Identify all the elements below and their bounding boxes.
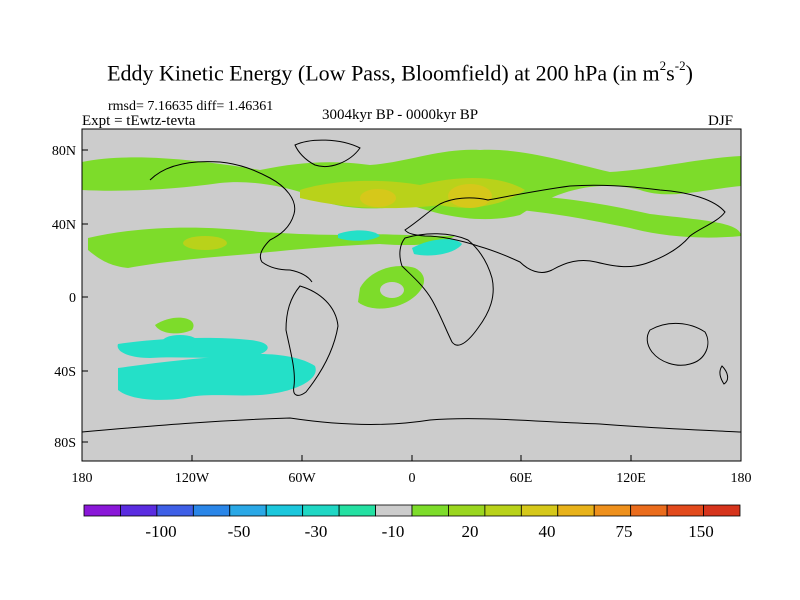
colorbar-cell <box>448 504 486 517</box>
lat-axis: 80N 40N 0 40S 80S <box>52 144 88 451</box>
colorbar-cell <box>265 504 304 517</box>
colorbar-label: 75 <box>616 522 633 541</box>
coastlines <box>81 139 742 433</box>
colorbar <box>83 504 741 517</box>
colorbar-cell <box>630 504 668 517</box>
pacific-yellow-patch <box>183 236 227 250</box>
eurasia-coast <box>404 184 726 273</box>
colorbar-cell <box>302 504 340 517</box>
period-label: 3004kyr BP - 0000kyr BP <box>322 107 479 123</box>
colorbar-label: -50 <box>228 522 251 541</box>
lon-tick-label: 120W <box>175 471 210 486</box>
lon-axis: 180 120W 60W 0 60E 120E 180 <box>72 455 752 486</box>
lon-tick-label: 180 <box>731 471 752 486</box>
colorbar-cell <box>156 504 194 517</box>
colorbar-labels: -100 -50 -30 -10 20 40 75 150 <box>145 522 713 541</box>
colorbar-cell <box>703 504 741 517</box>
experiment-label: Expt = tEwtz-tevta <box>82 113 196 129</box>
colorbar-label: -100 <box>145 522 176 541</box>
lat-tick-label: 80N <box>52 144 76 159</box>
colorbar-cell <box>411 504 449 517</box>
colorbar-cell <box>192 504 231 517</box>
season-label: DJF <box>708 113 734 129</box>
lat-tick-label: 0 <box>69 291 76 306</box>
anomaly-shading <box>82 149 741 400</box>
antarctica-coast <box>81 417 742 433</box>
colorbar-cell <box>229 504 267 517</box>
south-pacific-negative-band <box>117 337 268 358</box>
lon-tick-label: 180 <box>72 471 93 486</box>
south-pacific-positive <box>155 317 194 334</box>
north-africa-negative-patch <box>412 239 462 256</box>
colorbar-cell <box>484 504 522 517</box>
lon-tick-label: 60W <box>288 471 316 486</box>
colorbar-cell <box>83 504 121 517</box>
new-zealand-coast <box>719 365 729 385</box>
atlantic-max-patch <box>360 189 396 207</box>
south-america-coast <box>285 285 339 396</box>
greenland-coast <box>294 139 361 167</box>
plot-title: Eddy Kinetic Energy (Low Pass, Bloomfiel… <box>107 58 693 86</box>
colorbar-cell <box>375 504 413 517</box>
colorbar-label: 20 <box>462 522 479 541</box>
lon-tick-label: 0 <box>409 471 416 486</box>
lon-tick-label: 60E <box>510 471 533 486</box>
stats-label: rmsd= 7.16635 diff= 1.46361 <box>108 99 274 114</box>
north-america-coast <box>149 161 313 283</box>
colorbar-cell <box>120 504 158 517</box>
colorbar-cell <box>593 504 632 517</box>
australia-coast <box>646 323 709 366</box>
colorbar-cell <box>520 504 559 517</box>
colorbar-cell <box>338 504 376 517</box>
colorbar-label: 40 <box>539 522 556 541</box>
southern-ocean-negative-band <box>118 354 316 400</box>
colorbar-cell <box>557 504 595 517</box>
africa-coast <box>399 233 494 346</box>
atlantic-negative-patch <box>338 230 380 241</box>
lat-tick-label: 40S <box>54 365 76 380</box>
pacific-negative-patch <box>162 335 198 349</box>
lat-tick-label: 40N <box>52 218 76 233</box>
colorbar-label: 150 <box>688 522 714 541</box>
colorbar-label: -10 <box>382 522 405 541</box>
lat-tick-label: 80S <box>54 436 76 451</box>
lon-tick-label: 120E <box>616 471 646 486</box>
colorbar-cell <box>666 504 704 517</box>
tropical-atlantic-gap <box>380 282 404 298</box>
colorbar-label: -30 <box>305 522 328 541</box>
asia-pacific-positive-band <box>520 196 741 238</box>
europe-max-patch <box>448 184 492 208</box>
